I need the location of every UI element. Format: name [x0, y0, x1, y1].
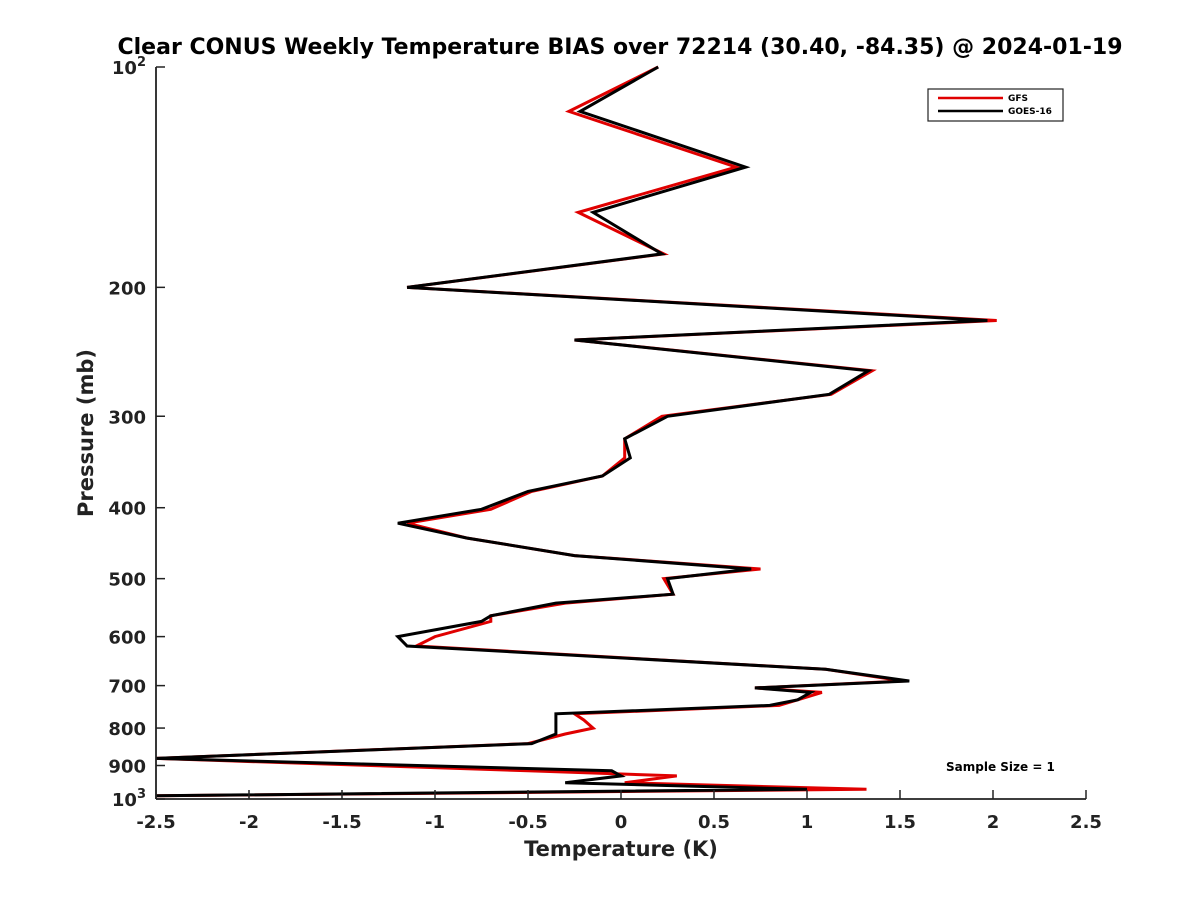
chart-title: Clear CONUS Weekly Temperature BIAS over…	[117, 35, 1122, 60]
y-axis-label: Pressure (mb)	[74, 349, 98, 517]
y-tick-label: 600	[108, 628, 146, 649]
x-tick-label: -1.5	[322, 812, 361, 833]
y-tick-label: 300	[108, 407, 146, 428]
y-tick-label: 700	[108, 677, 146, 698]
legend-label-goes16: GOES-16	[1008, 107, 1052, 117]
x-tick-label: -2.5	[136, 812, 175, 833]
x-tick-label: 0	[615, 812, 628, 833]
y-tick-label: 800	[108, 719, 146, 740]
sample-size-annotation: Sample Size = 1	[946, 760, 1055, 774]
legend: GFS GOES-16	[927, 88, 1064, 122]
x-tick-label: 1	[801, 812, 814, 833]
x-tick-label: -1	[425, 812, 445, 833]
y-tick-label: 200	[108, 278, 146, 299]
axes	[155, 67, 1086, 800]
legend-box	[927, 88, 1064, 122]
series-line-gfs	[155, 65, 997, 798]
series-line-goes16	[155, 65, 988, 798]
x-ticks: -2.5 -2 -1.5 -1 -0.5 0 0.5 1 1.5 2 2.5	[136, 790, 1102, 833]
y-ticks: 102 200 300 400 500 600 700 800 900 103	[108, 55, 165, 811]
x-tick-label: 1.5	[884, 812, 916, 833]
x-axis-label: Temperature (K)	[524, 837, 718, 861]
y-tick-label: 103	[112, 787, 146, 811]
x-tick-label: -2	[239, 812, 259, 833]
x-tick-label: 2	[987, 812, 1000, 833]
x-tick-label: 2.5	[1070, 812, 1102, 833]
y-tick-label: 900	[108, 757, 146, 778]
x-tick-label: -0.5	[508, 812, 547, 833]
y-tick-label: 500	[108, 570, 146, 591]
plot-series	[155, 65, 997, 798]
legend-label-gfs: GFS	[1008, 94, 1028, 104]
y-tick-label: 400	[108, 499, 146, 520]
y-tick-label: 102	[112, 55, 146, 79]
x-tick-label: 0.5	[698, 812, 730, 833]
